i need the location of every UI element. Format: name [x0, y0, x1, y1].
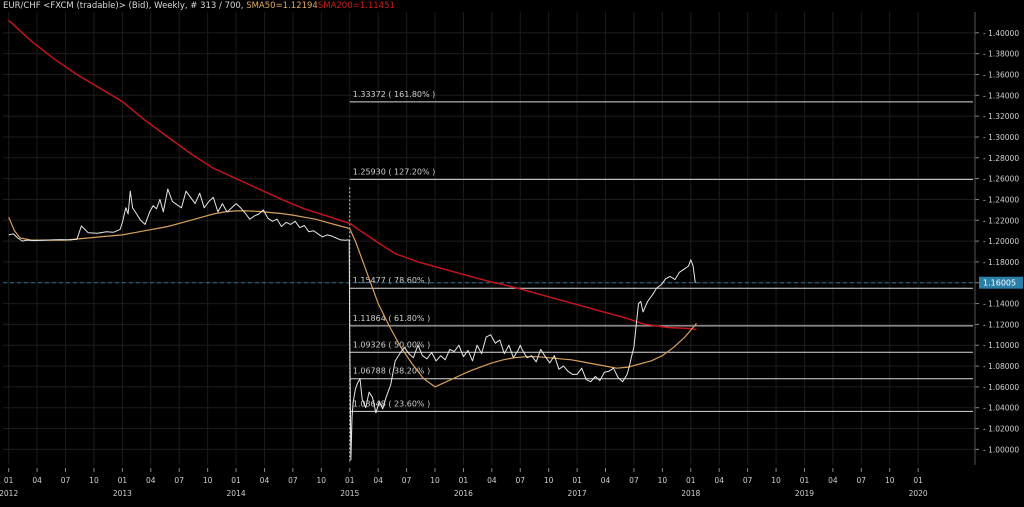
x-year-label: 2017 [568, 489, 587, 498]
x-tick-label: 10 [89, 476, 99, 485]
sma50-legend: SMA50=1.12194 [246, 1, 318, 11]
y-tick-label: - 1.08000 [983, 362, 1019, 371]
y-tick-label: - 1.40000 [983, 29, 1019, 38]
x-tick-label: 01 [231, 476, 241, 485]
x-tick-label: 04 [828, 476, 838, 485]
y-tick-label: - 1.28000 [983, 154, 1019, 163]
y-tick-label: - 1.24000 [983, 195, 1019, 204]
sma200-line [8, 19, 697, 331]
x-tick-label: 07 [629, 476, 639, 485]
x-tick-label: 07 [174, 476, 184, 485]
y-tick-label: - 1.36000 [983, 70, 1019, 79]
x-tick-label: 10 [317, 476, 327, 485]
x-tick-label: 01 [913, 476, 923, 485]
sma200-legend: SMA200=1.11451 [317, 1, 395, 11]
x-year-label: 2013 [113, 489, 132, 498]
fib-level-label: 1.09326 ( 50.00% ) [353, 340, 430, 349]
x-year-label: 2012 [0, 489, 18, 498]
fib-level-label: 1.33372 ( 161.80% ) [353, 90, 436, 99]
x-year-label: 2018 [681, 489, 700, 498]
x-tick-label: 07 [61, 476, 71, 485]
x-tick-label: 04 [714, 476, 724, 485]
chart-header: EUR/CHF <FXCM (tradable)> (Bid), Weekly,… [3, 1, 395, 11]
x-tick-label: 04 [146, 476, 156, 485]
x-tick-label: 01 [345, 476, 355, 485]
symbol-title: EUR/CHF <FXCM (tradable)> (Bid), Weekly,… [3, 1, 247, 11]
x-year-label: 2016 [454, 489, 473, 498]
y-tick-label: - 1.22000 [983, 216, 1019, 225]
price-line [8, 188, 696, 461]
x-tick-label: 10 [544, 476, 554, 485]
x-tick-label: 10 [203, 476, 213, 485]
y-tick-label: - 1.18000 [983, 258, 1019, 267]
y-tick-label: - 1.30000 [983, 133, 1019, 142]
x-year-label: 2020 [909, 489, 928, 498]
x-tick-label: 10 [658, 476, 668, 485]
x-year-label: 2015 [340, 489, 359, 498]
y-tick-label: - 1.04000 [983, 404, 1019, 413]
x-tick-label: 01 [459, 476, 469, 485]
fib-level-label: 1.15477 ( 78.60% ) [353, 276, 430, 285]
x-tick-label: 10 [430, 476, 440, 485]
x-tick-label: 04 [601, 476, 611, 485]
y-tick-label: - 1.06000 [983, 383, 1019, 392]
x-tick-label: 01 [118, 476, 128, 485]
x-tick-label: 10 [771, 476, 781, 485]
current-price-label: 1.16005 [983, 279, 1016, 288]
y-tick-label: - 1.14000 [983, 300, 1019, 309]
x-year-label: 2014 [227, 489, 246, 498]
fib-level-label: 1.11864 ( 61.80% ) [353, 314, 430, 323]
y-tick-label: - 1.20000 [983, 237, 1019, 246]
fib-level-label: 1.25930 ( 127.20% ) [353, 167, 436, 176]
current-price-marker: 1.16005 [979, 276, 1023, 289]
x-tick-label: 01 [800, 476, 810, 485]
y-tick-label: - 1.02000 [983, 425, 1019, 434]
x-tick-label: 07 [288, 476, 298, 485]
y-tick-label: - 1.12000 [983, 320, 1019, 329]
x-tick-label: 07 [515, 476, 525, 485]
fib-level-label: 1.06788 ( 38.20% ) [353, 367, 430, 376]
x-tick-label: 04 [260, 476, 270, 485]
sma50-line [8, 210, 697, 388]
x-tick-label: 07 [857, 476, 867, 485]
x-tick-label: 01 [572, 476, 582, 485]
x-tick-label: 04 [32, 476, 42, 485]
current-price-box [979, 276, 1023, 289]
y-tick-label: - 1.10000 [983, 341, 1019, 350]
y-tick-label: - 1.00000 [983, 445, 1019, 454]
fib-level-label: 1.03648 ( 23.60% ) [353, 399, 430, 408]
y-tick-label: - 1.38000 [983, 50, 1019, 59]
y-tick-label: - 1.32000 [983, 112, 1019, 121]
x-tick-label: 04 [373, 476, 383, 485]
x-tick-label: 10 [885, 476, 895, 485]
x-tick-label: 01 [686, 476, 696, 485]
x-tick-label: 07 [743, 476, 753, 485]
x-tick-label: 07 [402, 476, 412, 485]
y-tick-label: - 1.26000 [983, 175, 1019, 184]
y-tick-label: - 1.34000 [983, 91, 1019, 100]
x-year-label: 2019 [795, 489, 814, 498]
x-tick-label: 04 [487, 476, 497, 485]
x-tick-label: 01 [4, 476, 14, 485]
